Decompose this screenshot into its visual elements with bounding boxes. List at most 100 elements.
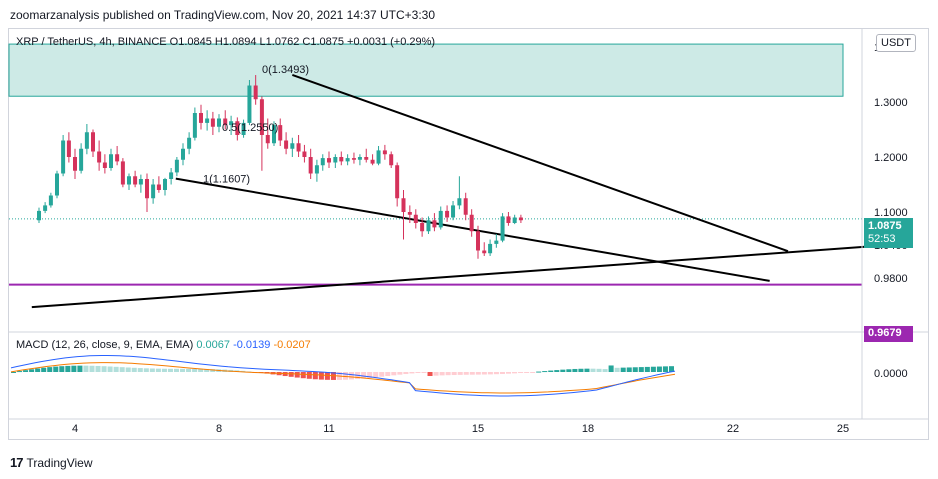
macd-histogram-bar	[71, 365, 77, 372]
last-price-tag: 1.0875 52:53	[864, 218, 913, 248]
candle-body	[205, 118, 210, 123]
candle-body	[451, 205, 456, 218]
macd-value-2: -0.0139	[233, 339, 271, 351]
level-price-tag: 0.9679	[864, 326, 913, 342]
macd-histogram-bar	[512, 372, 518, 374]
macd-histogram-bar	[53, 366, 59, 372]
macd-histogram-bar	[35, 368, 41, 372]
candle-body	[217, 118, 221, 127]
macd-line	[10, 355, 676, 397]
candle-body	[91, 132, 95, 152]
macd-histogram-bar	[469, 372, 475, 375]
macd-histogram-bar	[415, 372, 421, 373]
macd-histogram-bar	[614, 367, 620, 372]
candle-body	[79, 148, 84, 171]
candle-body	[445, 210, 450, 218]
macd-histogram-bar	[125, 367, 131, 372]
macd-histogram-bar	[83, 365, 89, 372]
macd-histogram-bar	[439, 372, 445, 376]
candle-body	[55, 173, 59, 196]
macd-histogram-bar	[662, 366, 668, 372]
candle-body	[223, 118, 228, 126]
macd-histogram-bar	[590, 368, 596, 372]
macd-histogram-bar	[584, 368, 590, 372]
macd-histogram-bar	[493, 372, 499, 375]
candle-body	[482, 250, 487, 254]
macd-histogram-bar	[312, 372, 318, 380]
candle-body	[259, 99, 264, 135]
macd-histogram-bar	[505, 372, 512, 374]
candle-body	[290, 143, 295, 149]
tv-brand: TradingView	[26, 455, 93, 470]
x-tick-label: 4	[72, 423, 78, 435]
macd-histogram-bar	[29, 369, 35, 372]
candle-body	[109, 154, 113, 168]
candle-body	[314, 165, 319, 174]
macd-histogram-bar	[131, 367, 137, 372]
macd-histogram-bar	[318, 372, 324, 380]
candle-body	[357, 157, 362, 160]
macd-histogram-bar	[403, 372, 409, 375]
macd-histogram-bar	[77, 365, 83, 372]
trend-line-channel-upper	[291, 73, 789, 253]
macd-value-1: 0.0067	[196, 339, 230, 351]
candle-body	[463, 198, 468, 215]
macd-histogram-bar	[288, 372, 294, 377]
candle-body	[284, 140, 289, 149]
candle-body	[73, 157, 77, 171]
candle-body	[48, 195, 53, 206]
candle-body	[308, 157, 313, 174]
candle-body	[327, 158, 331, 163]
currency-badge[interactable]: USDT	[876, 34, 916, 52]
macd-histogram-bar	[409, 372, 415, 374]
candle-body	[169, 172, 174, 179]
macd-histogram-bar	[155, 368, 161, 372]
candle-body	[210, 118, 215, 127]
macd-histogram-bar	[499, 372, 505, 374]
macd-histogram-bar	[300, 372, 306, 379]
macd-histogram-bar	[644, 366, 650, 372]
macd-histogram-bar	[137, 368, 143, 372]
macd-histogram-bar	[192, 368, 198, 372]
macd-histogram-bar	[602, 369, 608, 372]
macd-histogram-bar	[113, 366, 119, 372]
candle-body	[43, 205, 48, 211]
macd-histogram-bar	[536, 371, 542, 373]
macd-histogram-bar	[451, 372, 457, 376]
candle-body	[235, 121, 240, 135]
candle-body	[333, 157, 338, 163]
candle-body	[494, 240, 499, 244]
x-tick-label: 15	[472, 423, 484, 435]
macd-histogram-bar	[367, 372, 373, 379]
candle-body	[174, 159, 179, 173]
trend-line-support-rising	[31, 245, 869, 309]
macd-histogram-bar	[143, 368, 149, 372]
candle-body	[320, 158, 325, 166]
candle-body	[37, 210, 41, 221]
candle-body	[66, 140, 71, 157]
macd-histogram-bar	[343, 372, 349, 380]
macd-histogram-bar	[89, 365, 95, 372]
macd-histogram-bar	[638, 367, 644, 372]
candle-body	[302, 151, 307, 157]
candle-body	[145, 179, 149, 199]
last-price: 1.0875	[868, 220, 902, 232]
x-tick-label: 18	[582, 423, 594, 435]
fib-label: 0.5(1.2550)	[222, 122, 278, 134]
macd-histogram-bar	[23, 370, 29, 372]
macd-histogram-bar	[578, 368, 584, 372]
candle-body	[500, 216, 505, 241]
macd-histogram-bar	[11, 372, 17, 373]
symbol-legend: XRP / TetherUS, 4h, BINANCE O1.0845 H1.0…	[16, 36, 436, 48]
candle-body	[382, 150, 387, 155]
fib-label: 1(1.1607)	[203, 174, 250, 186]
candle-body	[426, 220, 431, 232]
macd-histogram-bar	[530, 372, 536, 373]
macd-histogram-bar	[518, 372, 524, 373]
candle-body	[61, 140, 66, 174]
macd-histogram-bar	[41, 367, 47, 372]
macd-histogram-bar	[596, 368, 602, 372]
tradingview-logo[interactable]: 17 TradingView	[10, 455, 93, 470]
candle-body	[138, 179, 143, 185]
